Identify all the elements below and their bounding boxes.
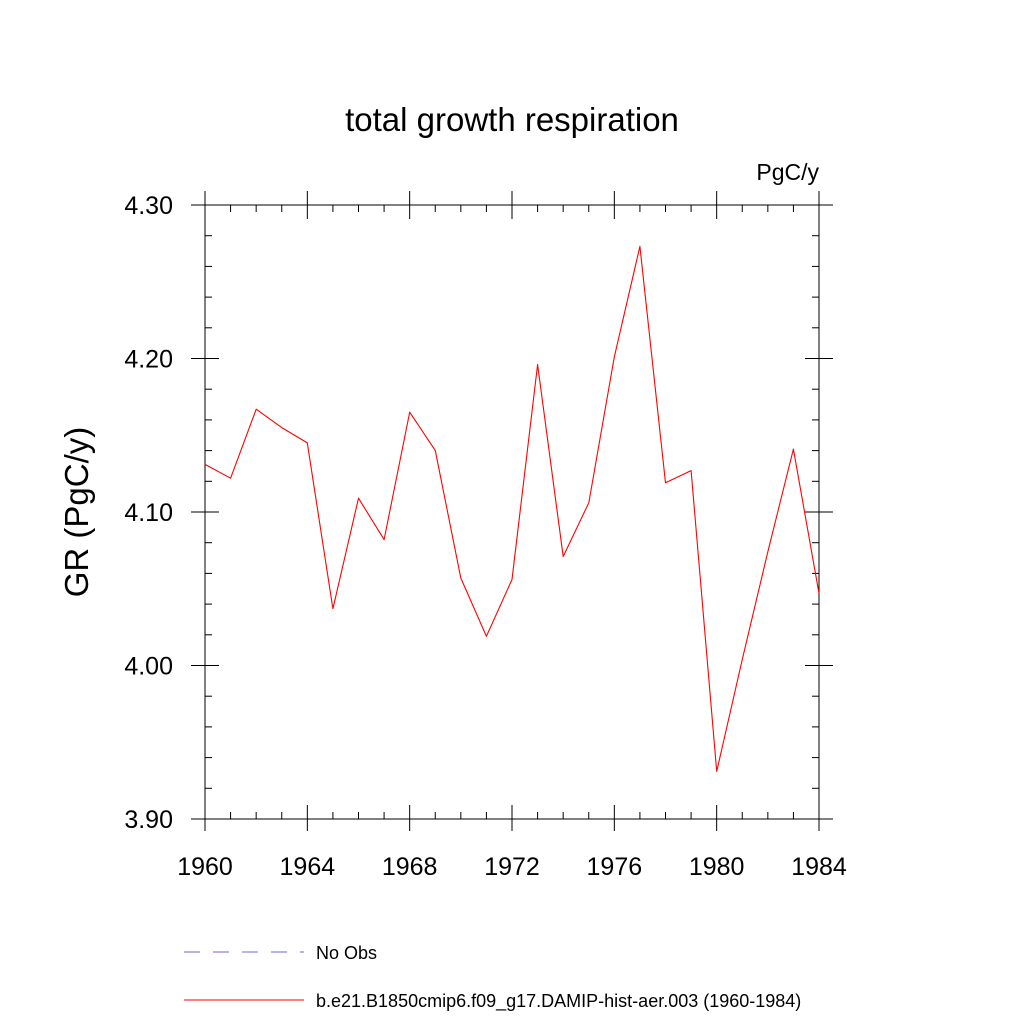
y-tick-label: 4.20: [124, 346, 173, 374]
y-tick-label: 4.10: [124, 499, 173, 527]
series-layer: [204, 245, 820, 772]
units-label: PgC/y: [756, 159, 819, 185]
minor-ticks: [205, 205, 819, 819]
y-tick-label: 3.90: [124, 806, 173, 834]
x-tick-label: 1968: [382, 853, 438, 881]
y-axis-label: GR (PgC/y): [58, 427, 95, 598]
major-ticks: [191, 191, 833, 831]
x-tick-label: 1984: [791, 853, 847, 881]
x-tick-label: 1976: [587, 853, 643, 881]
x-tick-label: 1964: [280, 853, 336, 881]
legend: No Obs b.e21.B1850cmip6.f09_g17.DAMIP-hi…: [184, 943, 801, 1012]
plot-frame: [204, 204, 820, 820]
x-tick-label: 1960: [177, 853, 233, 881]
x-tick-label: 1972: [484, 853, 540, 881]
legend-label-series: b.e21.B1850cmip6.f09_g17.DAMIP-hist-aer.…: [316, 991, 801, 1012]
y-tick-labels: 3.90 4.00 4.10 4.20 4.30: [124, 192, 173, 834]
y-tick-label: 4.00: [124, 653, 173, 681]
chart-title: total growth respiration: [345, 101, 679, 138]
x-tick-label: 1980: [689, 853, 745, 881]
y-tick-label: 4.30: [124, 192, 173, 220]
series-line: [204, 245, 820, 772]
legend-label-no-obs: No Obs: [316, 943, 377, 963]
x-tick-labels: 1960 1964 1968 1972 1976 1980 1984: [177, 853, 847, 881]
